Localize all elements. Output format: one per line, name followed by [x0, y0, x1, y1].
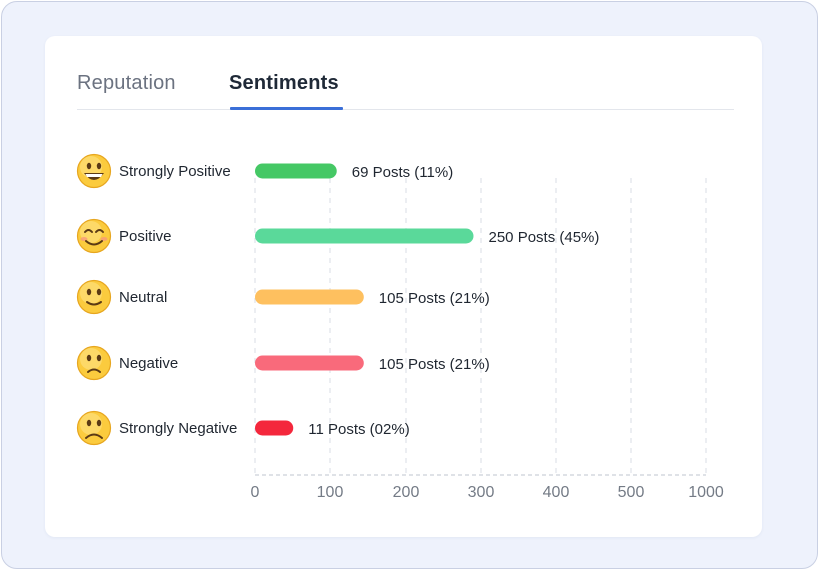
frowning-face-icon [76, 410, 112, 446]
x-tick-label: 300 [468, 484, 495, 501]
category-label: Strongly Positive [119, 163, 231, 180]
data-label: 250 Posts (45%) [489, 229, 600, 246]
tab-sentiments[interactable]: Sentiments [229, 72, 339, 94]
x-tick-label: 500 [618, 484, 645, 501]
smiling-face-icon [76, 218, 112, 254]
slightly-frowning-face-icon [76, 345, 112, 381]
x-tick-label: 200 [393, 484, 420, 501]
bar[interactable] [255, 228, 474, 244]
x-tick-label: 1000 [688, 484, 724, 501]
bar[interactable] [255, 163, 337, 179]
bar[interactable] [255, 420, 294, 436]
category-label: Positive [119, 228, 172, 245]
slightly-smiling-face-icon [76, 279, 112, 315]
x-tick-label: 0 [251, 484, 260, 501]
data-label: 105 Posts (21%) [379, 356, 490, 373]
bar[interactable] [255, 289, 364, 305]
category-label: Negative [119, 355, 178, 372]
tab-reputation[interactable]: Reputation [77, 72, 176, 94]
tabs-divider [77, 109, 734, 110]
x-tick-label: 100 [317, 484, 344, 501]
data-label: 11 Posts (02%) [308, 421, 409, 438]
category-label: Strongly Negative [119, 420, 237, 437]
category-label: Neutral [119, 289, 167, 306]
data-label: 69 Posts (11%) [352, 164, 453, 181]
x-tick-label: 400 [543, 484, 570, 501]
active-tab-indicator [230, 107, 343, 110]
bar[interactable] [255, 355, 364, 371]
data-label: 105 Posts (21%) [379, 290, 490, 307]
grinning-face-icon [76, 153, 112, 189]
sentiment-card [45, 36, 762, 537]
